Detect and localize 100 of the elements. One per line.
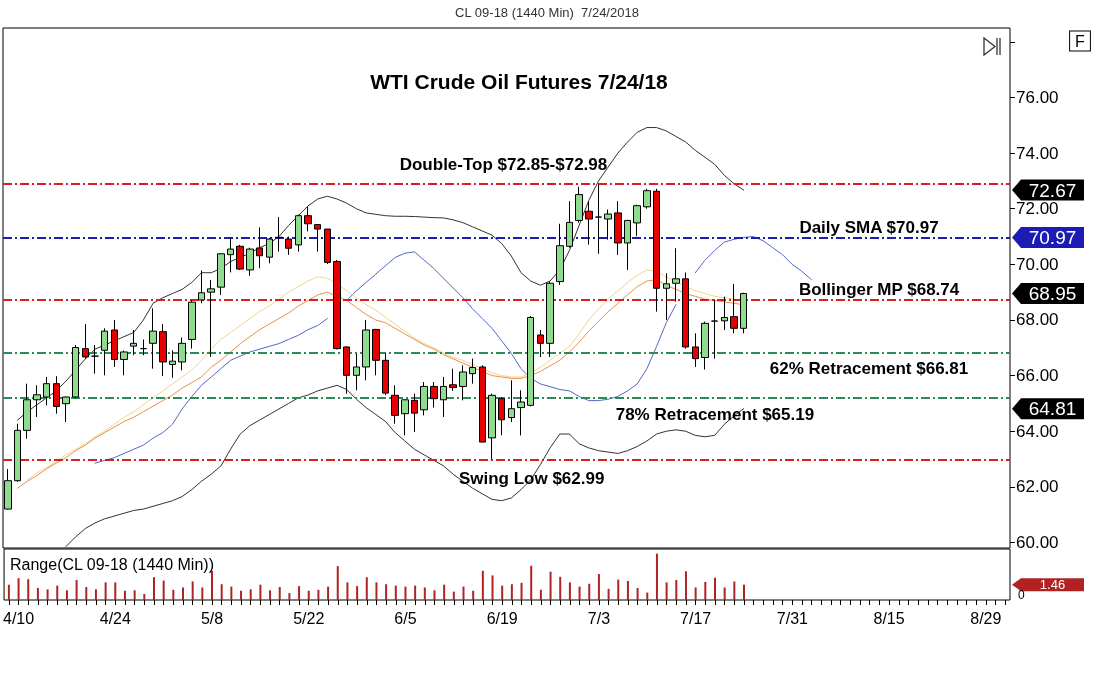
candlestick (285, 236, 292, 256)
candlestick (53, 375, 60, 415)
bar (414, 585, 417, 600)
bar (85, 587, 88, 600)
candlestick (169, 349, 176, 379)
candlestick (246, 247, 254, 277)
bar (288, 593, 291, 600)
bar (443, 584, 446, 600)
candlestick (256, 226, 263, 269)
bar (336, 566, 339, 600)
bar (375, 582, 378, 600)
x-tick-label: 6/19 (486, 609, 518, 627)
candlestick (275, 216, 283, 253)
bar (733, 581, 736, 600)
x-tick-label: 4/10 (2, 609, 35, 627)
bar (356, 586, 359, 600)
bar (104, 582, 107, 600)
bar (704, 581, 707, 600)
candlestick (198, 269, 205, 304)
candlestick (333, 259, 341, 350)
bar (346, 582, 349, 600)
bar (607, 588, 610, 600)
bar (385, 584, 388, 600)
x-tick-label: 8/29 (970, 609, 1002, 627)
candlestick (266, 237, 273, 264)
bar (94, 589, 97, 600)
x-tick-label: 8/15 (873, 609, 905, 627)
bar (230, 586, 233, 600)
bar (220, 584, 223, 600)
bar (520, 582, 523, 600)
candlestick (149, 307, 157, 370)
bar (501, 585, 504, 600)
bar (626, 580, 629, 600)
candlestick (295, 214, 302, 253)
bar (114, 582, 117, 600)
x-tick-label: 5/22 (293, 609, 325, 627)
candlestick (227, 236, 234, 273)
bar (259, 584, 262, 600)
candlestick (207, 279, 215, 358)
bar (675, 580, 678, 600)
bar (172, 589, 175, 600)
bar (713, 577, 716, 600)
candlestick (120, 350, 128, 376)
x-tick-label: 7/3 (587, 609, 611, 627)
bar (307, 590, 310, 600)
candlestick (43, 376, 50, 406)
bar (578, 586, 581, 600)
bar (133, 590, 136, 600)
candlestick (343, 345, 350, 395)
text: 1.46 (1039, 577, 1066, 593)
bar (191, 581, 194, 600)
bar (278, 587, 281, 600)
bar (404, 586, 407, 600)
candlestick (362, 319, 370, 381)
bar (269, 590, 272, 600)
candlestick (33, 384, 41, 418)
candlestick (101, 327, 108, 376)
x-tick-label: 6/5 (394, 609, 417, 627)
bar (452, 591, 455, 600)
bar (491, 575, 494, 600)
bar (539, 589, 542, 600)
bar (423, 587, 426, 600)
bar (123, 590, 126, 600)
candlestick (140, 338, 147, 356)
bar (617, 579, 620, 600)
candlestick (217, 252, 225, 296)
bar (530, 565, 533, 600)
bar (636, 587, 639, 600)
x-tick-label: 5/8 (200, 609, 224, 627)
bar (723, 587, 726, 600)
bar (152, 577, 155, 600)
bar (182, 587, 184, 600)
candlestick (159, 323, 167, 377)
candlestick (324, 228, 331, 265)
bar (588, 583, 591, 600)
chart-title: Range(CL 09-18 (1440 Min)) (10, 555, 214, 573)
bar (143, 593, 146, 600)
candlestick (72, 344, 79, 399)
bar (597, 574, 600, 600)
bar (684, 571, 687, 600)
bar (655, 553, 658, 600)
candlestick (314, 223, 321, 253)
bar (394, 585, 397, 600)
bar (433, 590, 436, 600)
bar (17, 578, 20, 600)
candlestick (23, 383, 31, 440)
bar (240, 590, 243, 600)
bar (462, 586, 465, 600)
candlestick (236, 244, 244, 271)
bar (27, 579, 30, 600)
bar (211, 570, 214, 600)
bar (694, 587, 697, 600)
bar (646, 592, 649, 600)
bar (743, 584, 746, 600)
bar (65, 590, 68, 600)
bar (298, 586, 301, 600)
x-tick-label: 7/17 (680, 609, 712, 627)
bar (510, 584, 513, 600)
bar (568, 582, 571, 600)
bar (249, 589, 252, 600)
